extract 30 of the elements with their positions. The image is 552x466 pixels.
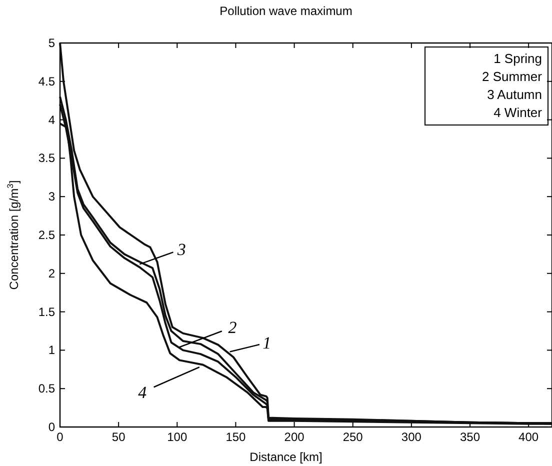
annotation: 4 Winter	[494, 105, 543, 120]
annotation: 2	[228, 318, 238, 338]
x-tick-label: 150	[226, 430, 246, 444]
x-tick-label: 400	[518, 430, 539, 444]
x-tick-label: 50	[112, 430, 126, 444]
annotation: 2 Summer	[482, 69, 543, 84]
y-tick-label: 3.5	[38, 151, 56, 166]
x-axis-title: Distance [km]	[250, 450, 322, 464]
y-tick-label: 0.5	[38, 382, 56, 396]
annotation: 3 Autumn	[487, 87, 542, 102]
y-tick-label: 3	[48, 190, 56, 204]
chart-title: Pollution wave maximum	[220, 4, 352, 18]
y-tick-label: 5	[48, 36, 56, 50]
x-tick-label: 100	[167, 430, 188, 444]
x-tick-label: 350	[460, 430, 480, 444]
x-tick-label: 200	[284, 430, 305, 444]
y-tick-label: 0	[48, 420, 56, 434]
x-tick-label: 0	[56, 430, 64, 444]
y-tick-label: 1.5	[38, 304, 56, 319]
x-tick-label: 250	[342, 430, 364, 444]
y-tick-label: 1	[48, 343, 56, 358]
y-tick-label: 4	[48, 112, 56, 127]
annotation: 4	[138, 383, 148, 402]
y-tick-label: 4.5	[38, 74, 56, 88]
annotation: 1	[262, 334, 272, 353]
y-tick-label: 2.5	[38, 228, 56, 242]
y-tick-label: 2	[48, 266, 56, 280]
x-tick-label: 300	[401, 430, 422, 444]
annotation: 1 Spring	[494, 51, 542, 66]
annotation: 3	[176, 240, 186, 260]
